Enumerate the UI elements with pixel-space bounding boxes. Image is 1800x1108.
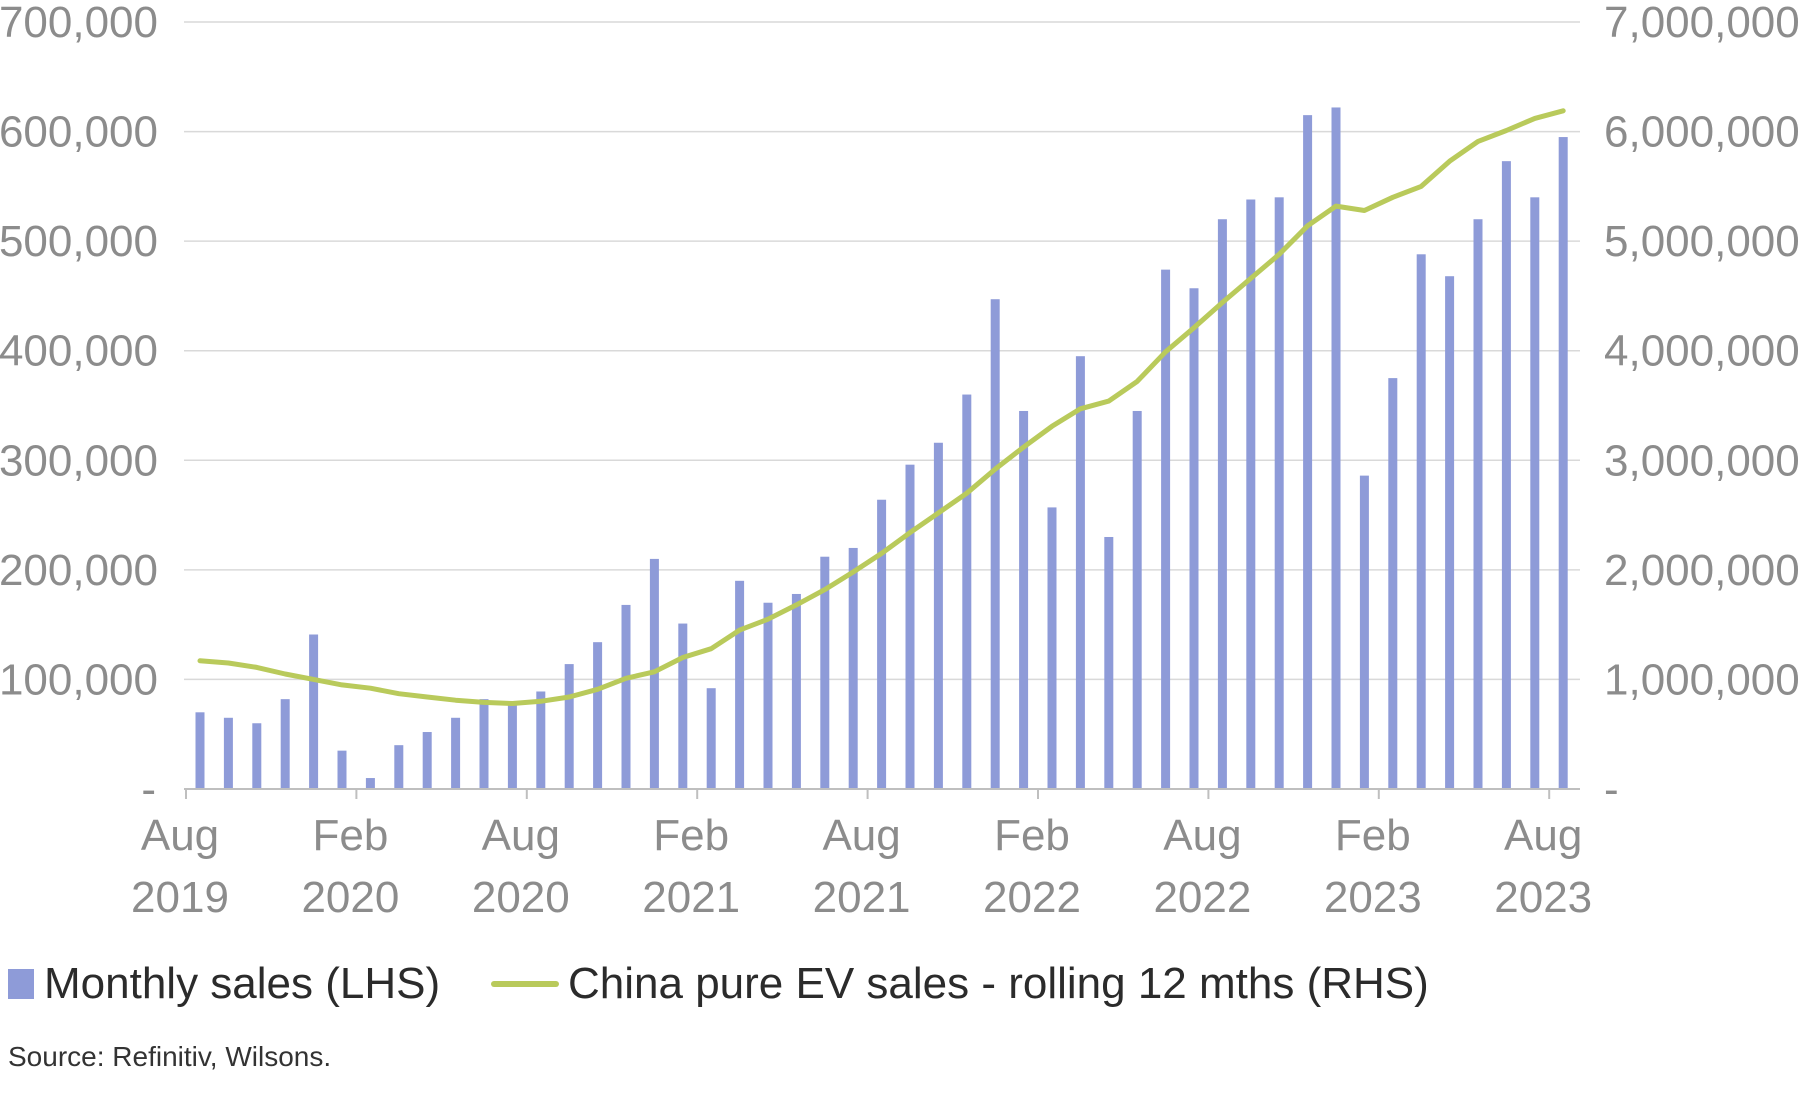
bar-monthly-sales <box>1274 197 1284 790</box>
bar-monthly-sales <box>1303 115 1313 789</box>
bar-monthly-sales <box>1075 356 1085 789</box>
bar-monthly-sales <box>195 712 205 789</box>
y-tick-left: 200,000 <box>0 546 158 595</box>
y-tick-left: 700,000 <box>0 0 158 47</box>
bar-monthly-sales <box>1246 199 1256 789</box>
x-tick-year: 2023 <box>1324 873 1422 922</box>
bar-monthly-sales <box>678 623 688 789</box>
y-tick-right: - <box>1604 765 1619 814</box>
bar-monthly-sales <box>1161 269 1171 789</box>
legend-line-label: China pure EV sales - rolling 12 mths (R… <box>568 959 1429 1008</box>
y-tick-left: 500,000 <box>0 217 158 266</box>
x-tick-month: Feb <box>1335 811 1411 860</box>
gridlines <box>184 21 1580 681</box>
bar-monthly-sales <box>252 723 262 789</box>
x-tick-month: Aug <box>141 811 219 860</box>
bar-monthly-sales <box>1473 219 1483 789</box>
bar-monthly-sales <box>365 778 375 789</box>
bar-monthly-sales <box>1331 107 1341 790</box>
x-tick-month: Aug <box>822 811 900 860</box>
x-tick-month: Feb <box>653 811 729 860</box>
bar-monthly-sales <box>422 732 432 789</box>
y-tick-left: 400,000 <box>0 327 158 376</box>
bar-monthly-sales <box>1388 378 1398 789</box>
legend-bar-label: Monthly sales (LHS) <box>44 959 440 1008</box>
left-y-axis-ticks: - 100,000 200,000 300,000 400,000 500,000 600,… <box>0 0 158 814</box>
rolling-12m-line <box>197 108 1566 706</box>
bar-monthly-sales <box>451 717 461 789</box>
y-tick-left: 600,000 <box>0 108 158 157</box>
bar-monthly-sales <box>1416 254 1426 789</box>
y-tick-right: 7,000,000 <box>1604 0 1800 47</box>
bar-monthly-sales <box>1104 536 1114 789</box>
bar-monthly-sales <box>1019 410 1029 789</box>
bar-monthly-sales <box>593 642 603 789</box>
bar-monthly-sales <box>848 547 858 789</box>
bar-monthly-sales <box>820 556 830 789</box>
x-tick-month: Feb <box>994 811 1070 860</box>
bar-monthly-sales <box>1047 507 1057 789</box>
y-tick-left: 300,000 <box>0 436 158 485</box>
x-tick-year: 2022 <box>983 873 1081 922</box>
x-tick-year: 2022 <box>1153 873 1251 922</box>
legend: Monthly sales (LHS) China pure EV sales … <box>8 959 1429 1008</box>
bar-monthly-sales <box>1445 276 1455 790</box>
bar-monthly-sales <box>1359 475 1369 789</box>
x-tick-year: 2019 <box>131 873 229 922</box>
bar-monthly-sales <box>564 664 574 789</box>
x-tick-month: Aug <box>482 811 560 860</box>
y-tick-right: 2,000,000 <box>1604 546 1800 595</box>
bar-monthly-sales <box>791 593 801 789</box>
y-tick-right: 3,000,000 <box>1604 436 1800 485</box>
bar-monthly-sales <box>1501 161 1511 790</box>
source-note: Source: Refinitiv, Wilsons. <box>8 1041 331 1072</box>
x-tick-year: 2020 <box>472 873 570 922</box>
bar-monthly-sales <box>507 701 517 789</box>
bar-monthly-sales <box>1132 410 1142 789</box>
y-tick-right: 4,000,000 <box>1604 327 1800 376</box>
legend-bar-swatch <box>8 969 34 999</box>
axes <box>184 788 1580 799</box>
x-tick-year: 2023 <box>1494 873 1592 922</box>
bar-monthly-sales <box>990 299 1000 789</box>
bar-monthly-sales <box>706 688 716 789</box>
x-tick-year: 2020 <box>301 873 399 922</box>
bar-monthly-sales <box>905 464 915 789</box>
bar-monthly-sales <box>309 634 319 789</box>
y-tick-right: 1,000,000 <box>1604 655 1800 704</box>
bar-monthly-sales <box>223 717 233 789</box>
x-tick-month: Aug <box>1163 811 1241 860</box>
right-y-axis-ticks: - 1,000,000 2,000,000 3,000,000 4,000,000 5,0… <box>1604 0 1800 814</box>
bar-monthly-sales <box>394 745 404 789</box>
bar-monthly-sales <box>479 699 489 789</box>
bar-monthly-sales <box>337 750 347 789</box>
bar-monthly-sales <box>1217 219 1227 789</box>
x-tick-month: Aug <box>1504 811 1582 860</box>
bar-monthly-sales <box>763 602 773 789</box>
bar-monthly-sales <box>962 394 972 789</box>
y-tick-left: 100,000 <box>0 655 158 704</box>
line-rolling-12m <box>197 108 1566 706</box>
bar-monthly-sales <box>621 604 631 789</box>
y-tick-left: - <box>141 765 156 814</box>
x-tick-year: 2021 <box>642 873 740 922</box>
bar-monthly-sales <box>735 580 745 789</box>
y-tick-right: 6,000,000 <box>1604 108 1800 157</box>
bar-monthly-sales <box>1558 137 1568 790</box>
x-tick-month: Feb <box>312 811 388 860</box>
bar-monthly-sales <box>1530 197 1540 790</box>
x-tick-year: 2021 <box>813 873 911 922</box>
bar-monthly-sales <box>1189 288 1199 789</box>
bar-monthly-sales <box>933 442 943 789</box>
y-tick-right: 5,000,000 <box>1604 217 1800 266</box>
bar-monthly-sales <box>877 499 887 789</box>
bar-monthly-sales <box>280 699 290 789</box>
x-axis-ticks: Aug 2019 Feb 2020 Aug 2020 Feb 2021 Aug 2021 Feb 20… <box>131 811 1592 922</box>
bar-monthly-sales <box>536 691 546 789</box>
